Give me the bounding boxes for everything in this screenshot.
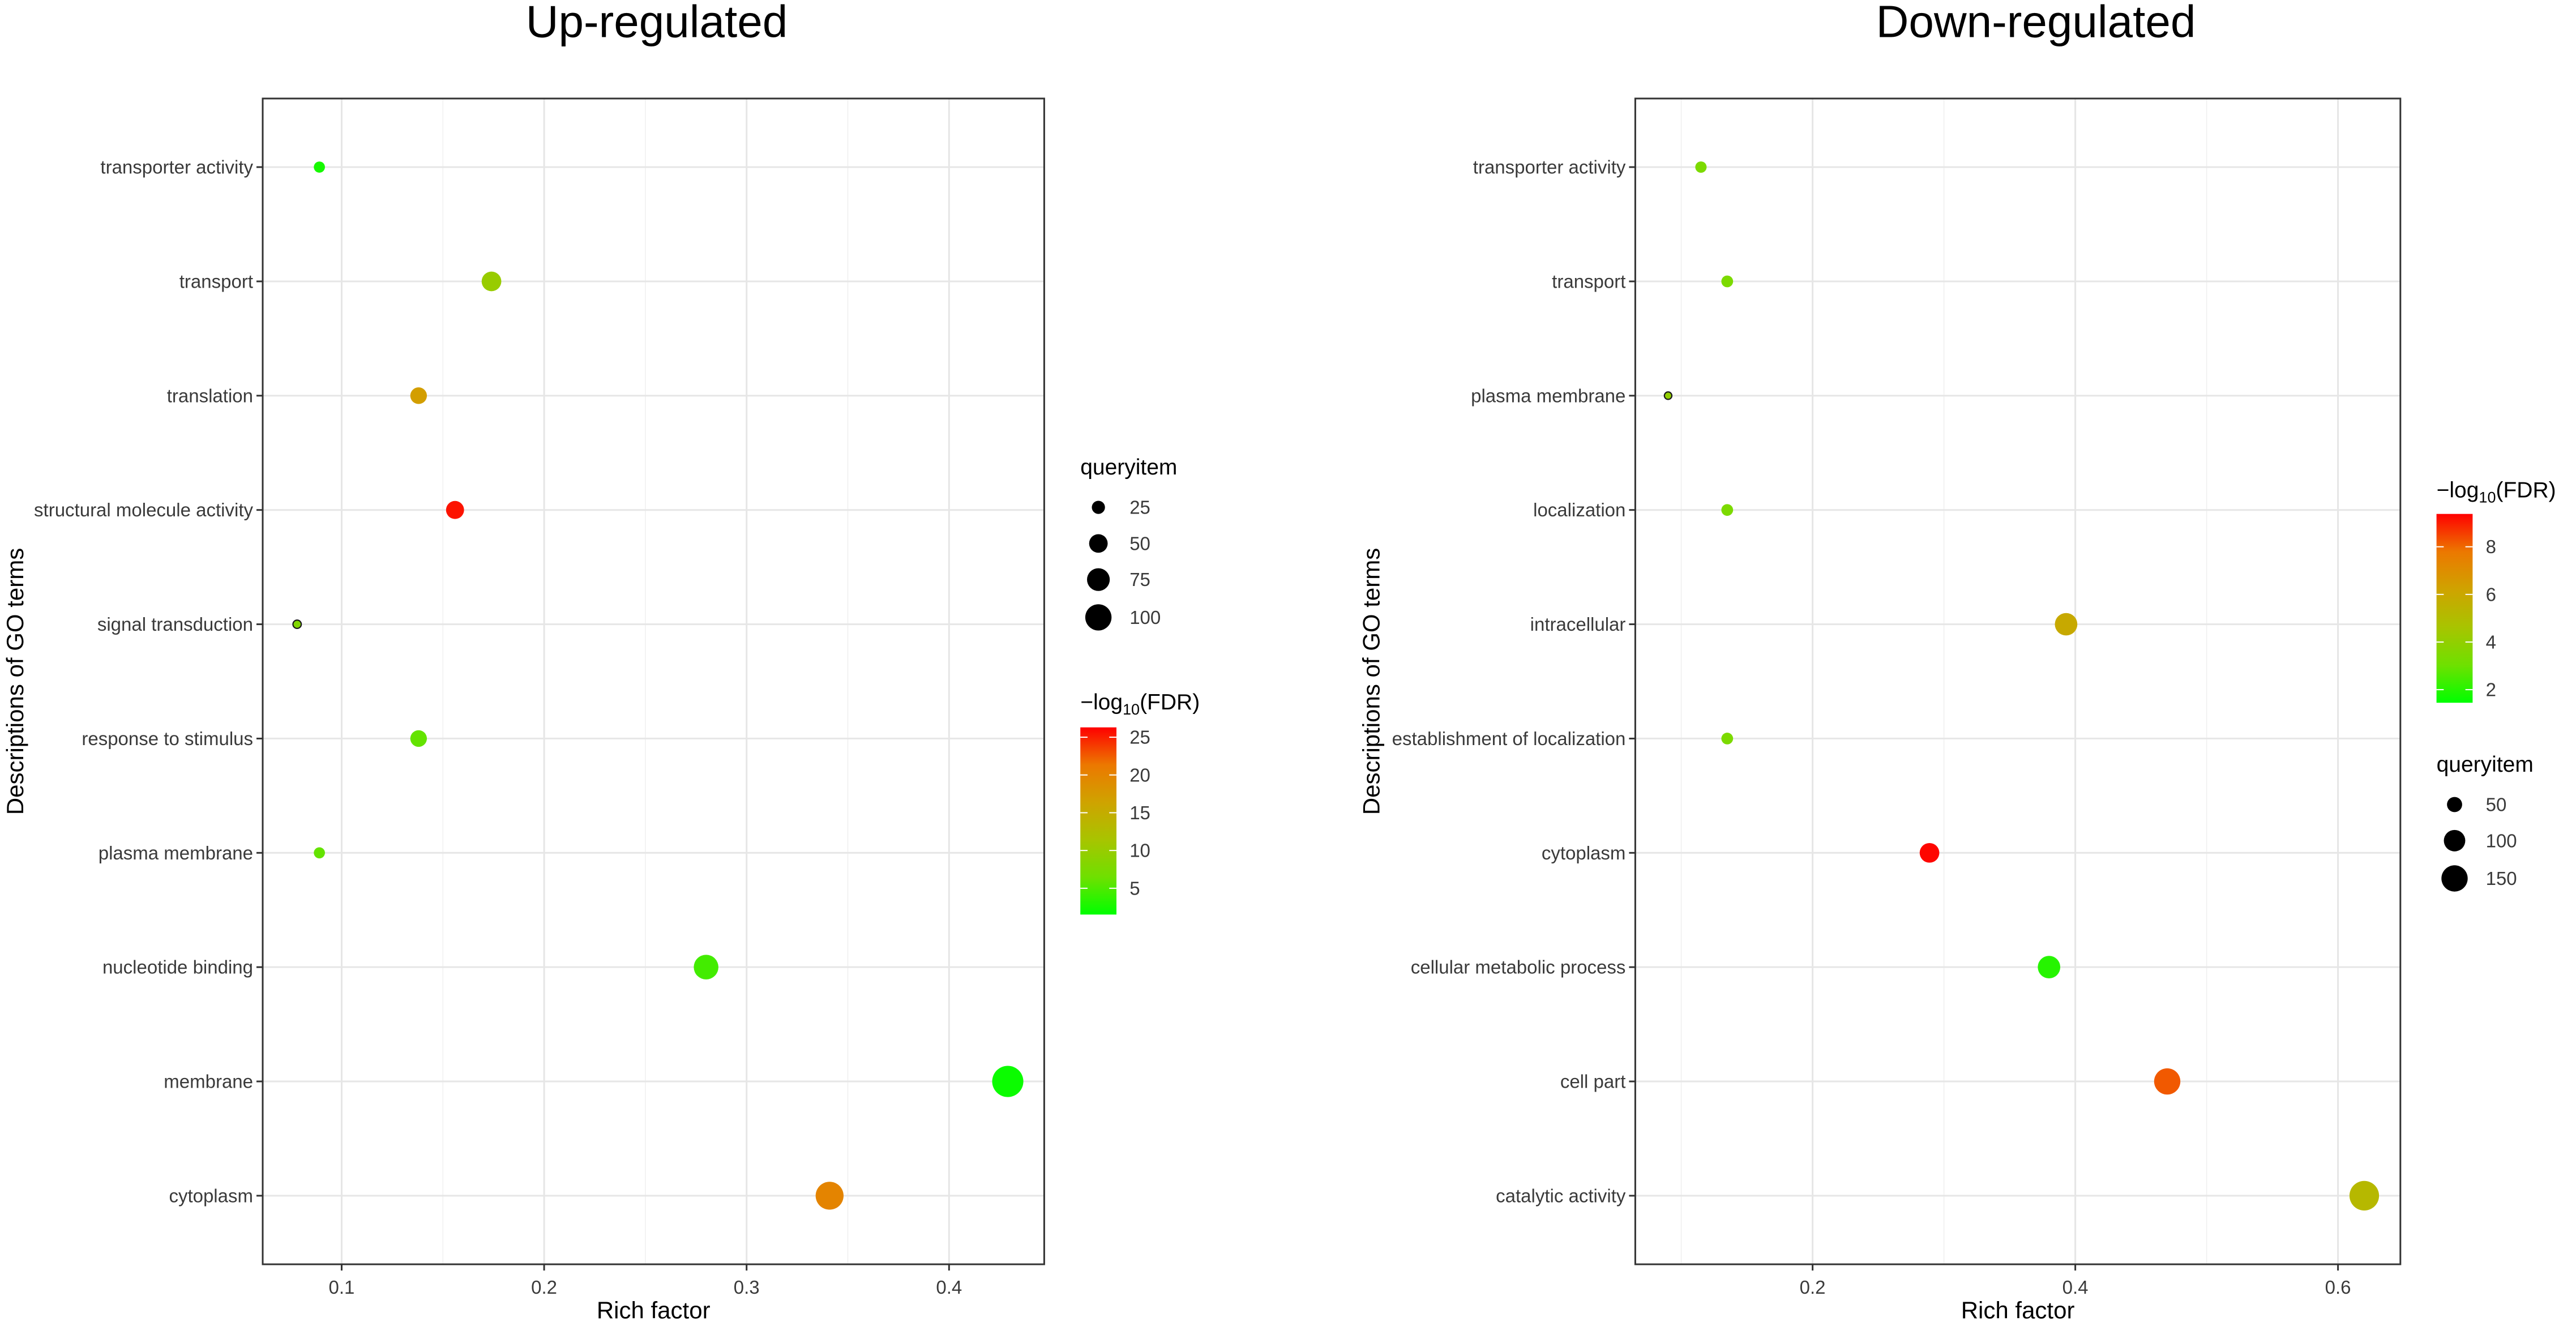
down-y-tick-label-catalytic-activity: catalytic activity: [1496, 1185, 1626, 1206]
down-point-cellular-metabolic-process: [2038, 956, 2061, 979]
color-legend-title-suffix: (FDR): [2496, 478, 2556, 503]
down-color-legend: −log10(FDR) 2 4 6 8: [2436, 478, 2556, 703]
down-point-catalytic-activity: [2349, 1180, 2380, 1210]
down-x-axis-title: Rich factor: [1961, 1297, 2075, 1324]
down-size-key-50: [2447, 797, 2462, 812]
down-y-tick-label-cellular-metabolic-process: cellular metabolic process: [1411, 957, 1626, 978]
up-size-key-75: [1087, 568, 1110, 591]
down-x-tick-label: 0.4: [2062, 1277, 2089, 1298]
down-size-legend: queryitem 50 100 150: [2437, 752, 2534, 892]
up-y-tick-label-translation: translation: [167, 385, 253, 406]
up-size-key-100: [1085, 604, 1112, 631]
color-legend-title-prefix: −log: [1080, 690, 1123, 715]
up-x-axis-title: Rich factor: [597, 1297, 711, 1324]
up-x-tick-label: 0.4: [936, 1277, 962, 1298]
down-size-legend-title: queryitem: [2437, 752, 2534, 777]
up-y-tick-label-plasma-membrane: plasma membrane: [99, 842, 253, 863]
up-panel-border: [262, 97, 1045, 1265]
up-plot-panel: [263, 99, 1045, 1264]
up-y-tick-label-nucleotide-binding: nucleotide binding: [102, 957, 253, 978]
up-point-plasma-membrane: [314, 847, 325, 859]
up-x-tick-label: 0.3: [734, 1277, 760, 1298]
up-x-tick-label: 0.1: [329, 1277, 355, 1298]
up-point-cytoplasm: [815, 1182, 844, 1210]
up-size-key-label: 75: [1129, 569, 1150, 590]
color-legend-title-prefix: −log: [2437, 478, 2479, 503]
down-color-tick-label: 4: [2486, 631, 2496, 652]
up-x-tick-label: 0.2: [531, 1277, 557, 1298]
down-x-tick-label: 0.2: [1800, 1277, 1826, 1298]
up-size-key-50: [1089, 534, 1108, 553]
down-point-cytoplasm: [1919, 842, 1940, 863]
down-chart-title: Down-regulated: [1876, 0, 2196, 46]
up-color-tick-label: 10: [1129, 840, 1150, 861]
down-x-tick-label: 0.6: [2325, 1277, 2351, 1298]
down-point-intracellular: [2055, 613, 2078, 636]
down-point-transporter-activity: [1695, 161, 1707, 173]
up-size-legend-title: queryitem: [1080, 455, 1177, 480]
down-size-key-150: [2441, 865, 2468, 892]
down-size-key-label: 50: [2486, 794, 2507, 815]
down-size-key-100: [2444, 829, 2466, 852]
down-y-axis-title: Descriptions of GO terms: [1358, 548, 1385, 815]
up-point-membrane: [992, 1066, 1024, 1097]
down-point-plasma-membrane: [1663, 391, 1673, 400]
up-color-tick-label: 5: [1129, 878, 1140, 899]
color-legend-title-subscript: 10: [2479, 489, 2496, 506]
down-point-cell-part: [2154, 1068, 2181, 1095]
down-y-tick-label-localization: localization: [1533, 499, 1625, 520]
up-y-axis-title: Descriptions of GO terms: [2, 548, 28, 815]
up-y-tick-label-structural-molecule-activity: structural molecule activity: [34, 499, 253, 520]
up-size-key-label: 100: [1129, 607, 1161, 628]
down-color-legend-title: −log10(FDR): [2437, 478, 2556, 506]
down-color-bar: [2436, 514, 2473, 703]
up-color-tick-label: 15: [1129, 802, 1150, 823]
down-regulated-chart: Down-regulated transporter activity transp…: [1358, 0, 2556, 1324]
up-point-transport: [481, 271, 502, 292]
up-y-tick-label-transporter-activity: transporter activity: [100, 157, 253, 178]
up-color-tick-label: 20: [1129, 764, 1150, 785]
up-point-transporter-activity: [314, 161, 325, 173]
up-y-tick-label-response-to-stimulus: response to stimulus: [82, 728, 253, 749]
color-legend-title-suffix: (FDR): [1140, 690, 1200, 715]
up-point-response-to-stimulus: [410, 730, 427, 747]
down-y-tick-label-cytoplasm: cytoplasm: [1542, 842, 1626, 863]
up-point-structural-molecule-activity: [446, 501, 464, 519]
down-point-localization: [1721, 504, 1734, 516]
down-y-tick-label-plasma-membrane: plasma membrane: [1471, 385, 1625, 406]
up-chart-title: Up-regulated: [526, 0, 788, 46]
up-size-key-25: [1092, 501, 1105, 514]
down-color-tick-label: 8: [2486, 536, 2496, 557]
up-y-tick-label-signal-transduction: signal transduction: [97, 614, 253, 635]
up-color-legend-title: −log10(FDR): [1080, 690, 1200, 718]
up-size-legend: queryitem 25 50 75 100: [1080, 455, 1177, 631]
down-y-tick-label-intracellular: intracellular: [1530, 614, 1626, 635]
down-point-establishment-of-localization: [1721, 733, 1734, 745]
up-size-key-label: 25: [1129, 497, 1150, 518]
down-plot-panel: [1635, 99, 2400, 1264]
up-y-tick-label-cytoplasm: cytoplasm: [169, 1185, 253, 1206]
up-y-tick-label-membrane: membrane: [164, 1071, 253, 1092]
up-regulated-chart: Up-regulated transporter activity transpor…: [2, 0, 1200, 1324]
down-y-tick-label-transport: transport: [1552, 271, 1625, 292]
up-color-bar: [1080, 727, 1116, 915]
down-size-key-label: 100: [2486, 830, 2517, 851]
down-size-key-label: 150: [2486, 868, 2517, 889]
down-panel-border: [1634, 97, 2402, 1265]
down-point-transport: [1721, 275, 1734, 288]
down-y-tick-label-cell-part: cell part: [1560, 1071, 1626, 1092]
up-color-tick-label: 25: [1129, 727, 1150, 748]
down-color-tick-label: 6: [2486, 584, 2496, 605]
down-y-tick-label-transporter-activity: transporter activity: [1473, 157, 1626, 178]
up-point-nucleotide-binding: [694, 955, 718, 979]
up-point-signal-transduction: [292, 619, 302, 630]
down-color-tick-label: 2: [2486, 679, 2496, 700]
up-y-tick-label-transport: transport: [179, 271, 253, 292]
up-size-key-label: 50: [1129, 533, 1150, 554]
color-legend-title-subscript: 10: [1123, 701, 1140, 718]
up-point-translation: [410, 387, 427, 404]
down-y-tick-label-establishment-of-localization: establishment of localization: [1392, 728, 1626, 749]
